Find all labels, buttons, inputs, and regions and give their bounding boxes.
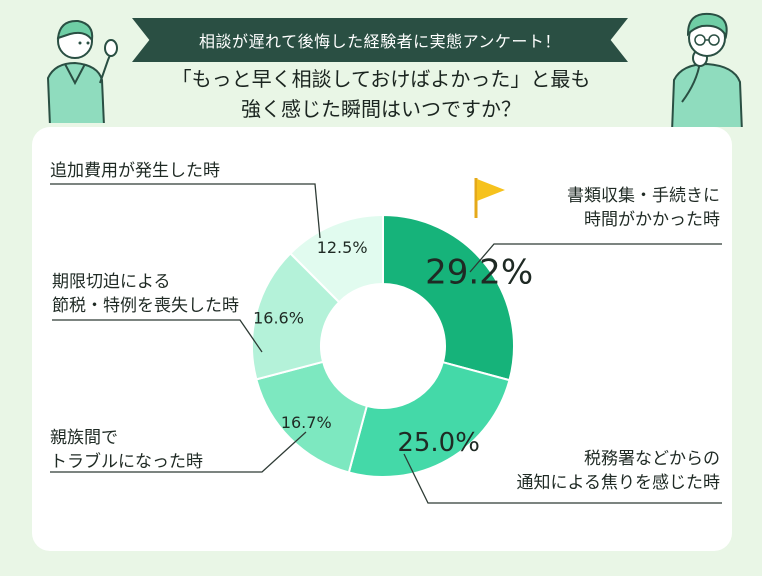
slice-value-label: 29.2% xyxy=(425,252,533,292)
slice-value-label: 25.0% xyxy=(397,428,480,458)
leader-line xyxy=(52,319,263,353)
slice-category-label-line: トラブルになった時 xyxy=(50,452,203,472)
slice-category-label-line: 税務署などからの xyxy=(584,449,720,469)
question-title: 「もっと早く相談しておけばよかった」と最も 強く感じた瞬間はいつですか？ xyxy=(120,64,642,124)
question-line-2: 強く感じた瞬間はいつですか？ xyxy=(241,97,521,121)
survey-banner: 相談が遅れて後悔した経験者に実態アンケート！ xyxy=(132,18,628,62)
leader-line xyxy=(50,183,321,239)
slice-category-label-line: 時間がかかった時 xyxy=(584,210,720,230)
leader-line xyxy=(469,243,722,273)
slice-category-label: 期限切迫による節税・特例を喪失した時 xyxy=(52,270,292,318)
question-line-1: 「もっと早く相談しておけばよかった」と最も xyxy=(171,67,591,91)
slice-category-label: 親族間でトラブルになった時 xyxy=(50,426,270,474)
slice-category-label-line: 通知による焦りを感じた時 xyxy=(516,473,721,493)
slice-value-label: 16.6% xyxy=(253,308,304,327)
slice-category-label-line: 書類収集・手続きに xyxy=(567,186,720,206)
chart-card xyxy=(32,127,732,551)
person-thinking-icon xyxy=(671,12,743,127)
slice-category-label-line: 期限切迫による xyxy=(52,272,171,292)
pie-slice xyxy=(251,251,341,381)
slice-category-label: 書類収集・手続きに時間がかかった時 xyxy=(520,184,720,232)
flag-icon xyxy=(474,178,505,218)
leader-line xyxy=(403,453,722,504)
slice-category-label: 税務署などからの通知による焦りを感じた時 xyxy=(420,447,721,495)
pie-slice xyxy=(382,213,515,382)
pie-slice xyxy=(255,360,369,474)
slice-category-label: 追加費用が発生した時 xyxy=(50,159,290,183)
slice-category-label-line: 追加費用が発生した時 xyxy=(50,161,220,181)
pie-slice xyxy=(347,360,511,478)
slice-value-label: 12.5% xyxy=(317,238,368,257)
slice-category-label-line: 親族間で xyxy=(50,428,118,448)
slice-value-label: 16.7% xyxy=(281,413,332,432)
slice-category-label-line: 節税・特例を喪失した時 xyxy=(52,296,239,316)
pie-slice xyxy=(288,213,384,304)
person-pointing-icon xyxy=(46,19,118,123)
leader-line xyxy=(50,431,307,473)
banner-text: 相談が遅れて後悔した経験者に実態アンケート！ xyxy=(199,32,561,51)
